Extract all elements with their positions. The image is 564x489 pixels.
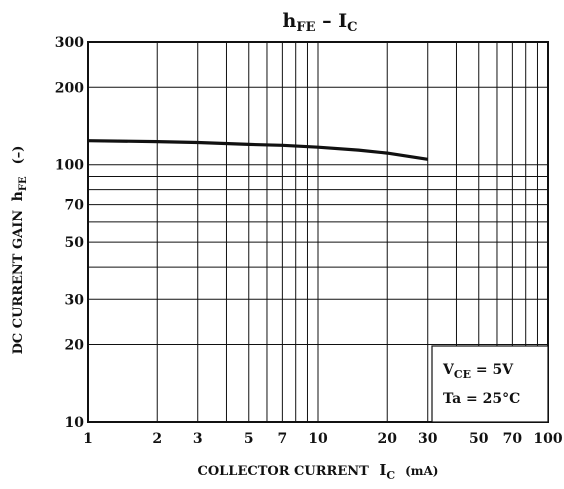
conditions-annotation: VCE = 5V Ta = 25°C [431,345,549,423]
chart-title: hFE – IC [283,10,358,35]
y-tick-labels: 10 20 30 50 70 100 200 300 [55,35,84,431]
y-tick-label: 20 [65,338,85,354]
x-tick-label: 20 [377,431,397,447]
x-tick-label: 10 [308,431,328,447]
plot-frame [87,41,549,423]
x-tick-label: 1 [83,431,93,447]
y-tick-label: 100 [55,158,84,174]
series-line [87,139,428,161]
x-tick-label: 7 [277,431,287,447]
x-tick-label: 30 [418,431,438,447]
x-tick-label: 70 [503,431,523,447]
x-tick-label: 5 [244,431,254,447]
curve-layer [87,139,428,161]
annotation-ta: Ta = 25°C [443,391,520,407]
y-axis-label: DC CURRENT GAIN hFE(–) [10,146,29,355]
y-tick-label: 10 [65,415,85,431]
y-tick-label: 300 [55,35,84,51]
x-tick-labels: 1 2 3 5 7 10 20 30 50 70 100 [83,431,563,447]
y-tick-label: 200 [55,80,84,96]
x-tick-label: 3 [193,431,203,447]
y-tick-label: 70 [65,198,85,214]
x-tick-label: 50 [469,431,489,447]
annotation-vce: VCE = 5V [442,362,514,381]
y-tick-label: 30 [65,292,85,308]
x-tick-label: 2 [152,431,162,447]
x-tick-label: 100 [533,431,562,447]
x-axis-label: COLLECTOR CURRENT IC (mA) [198,461,439,482]
y-tick-label: 50 [65,235,85,251]
